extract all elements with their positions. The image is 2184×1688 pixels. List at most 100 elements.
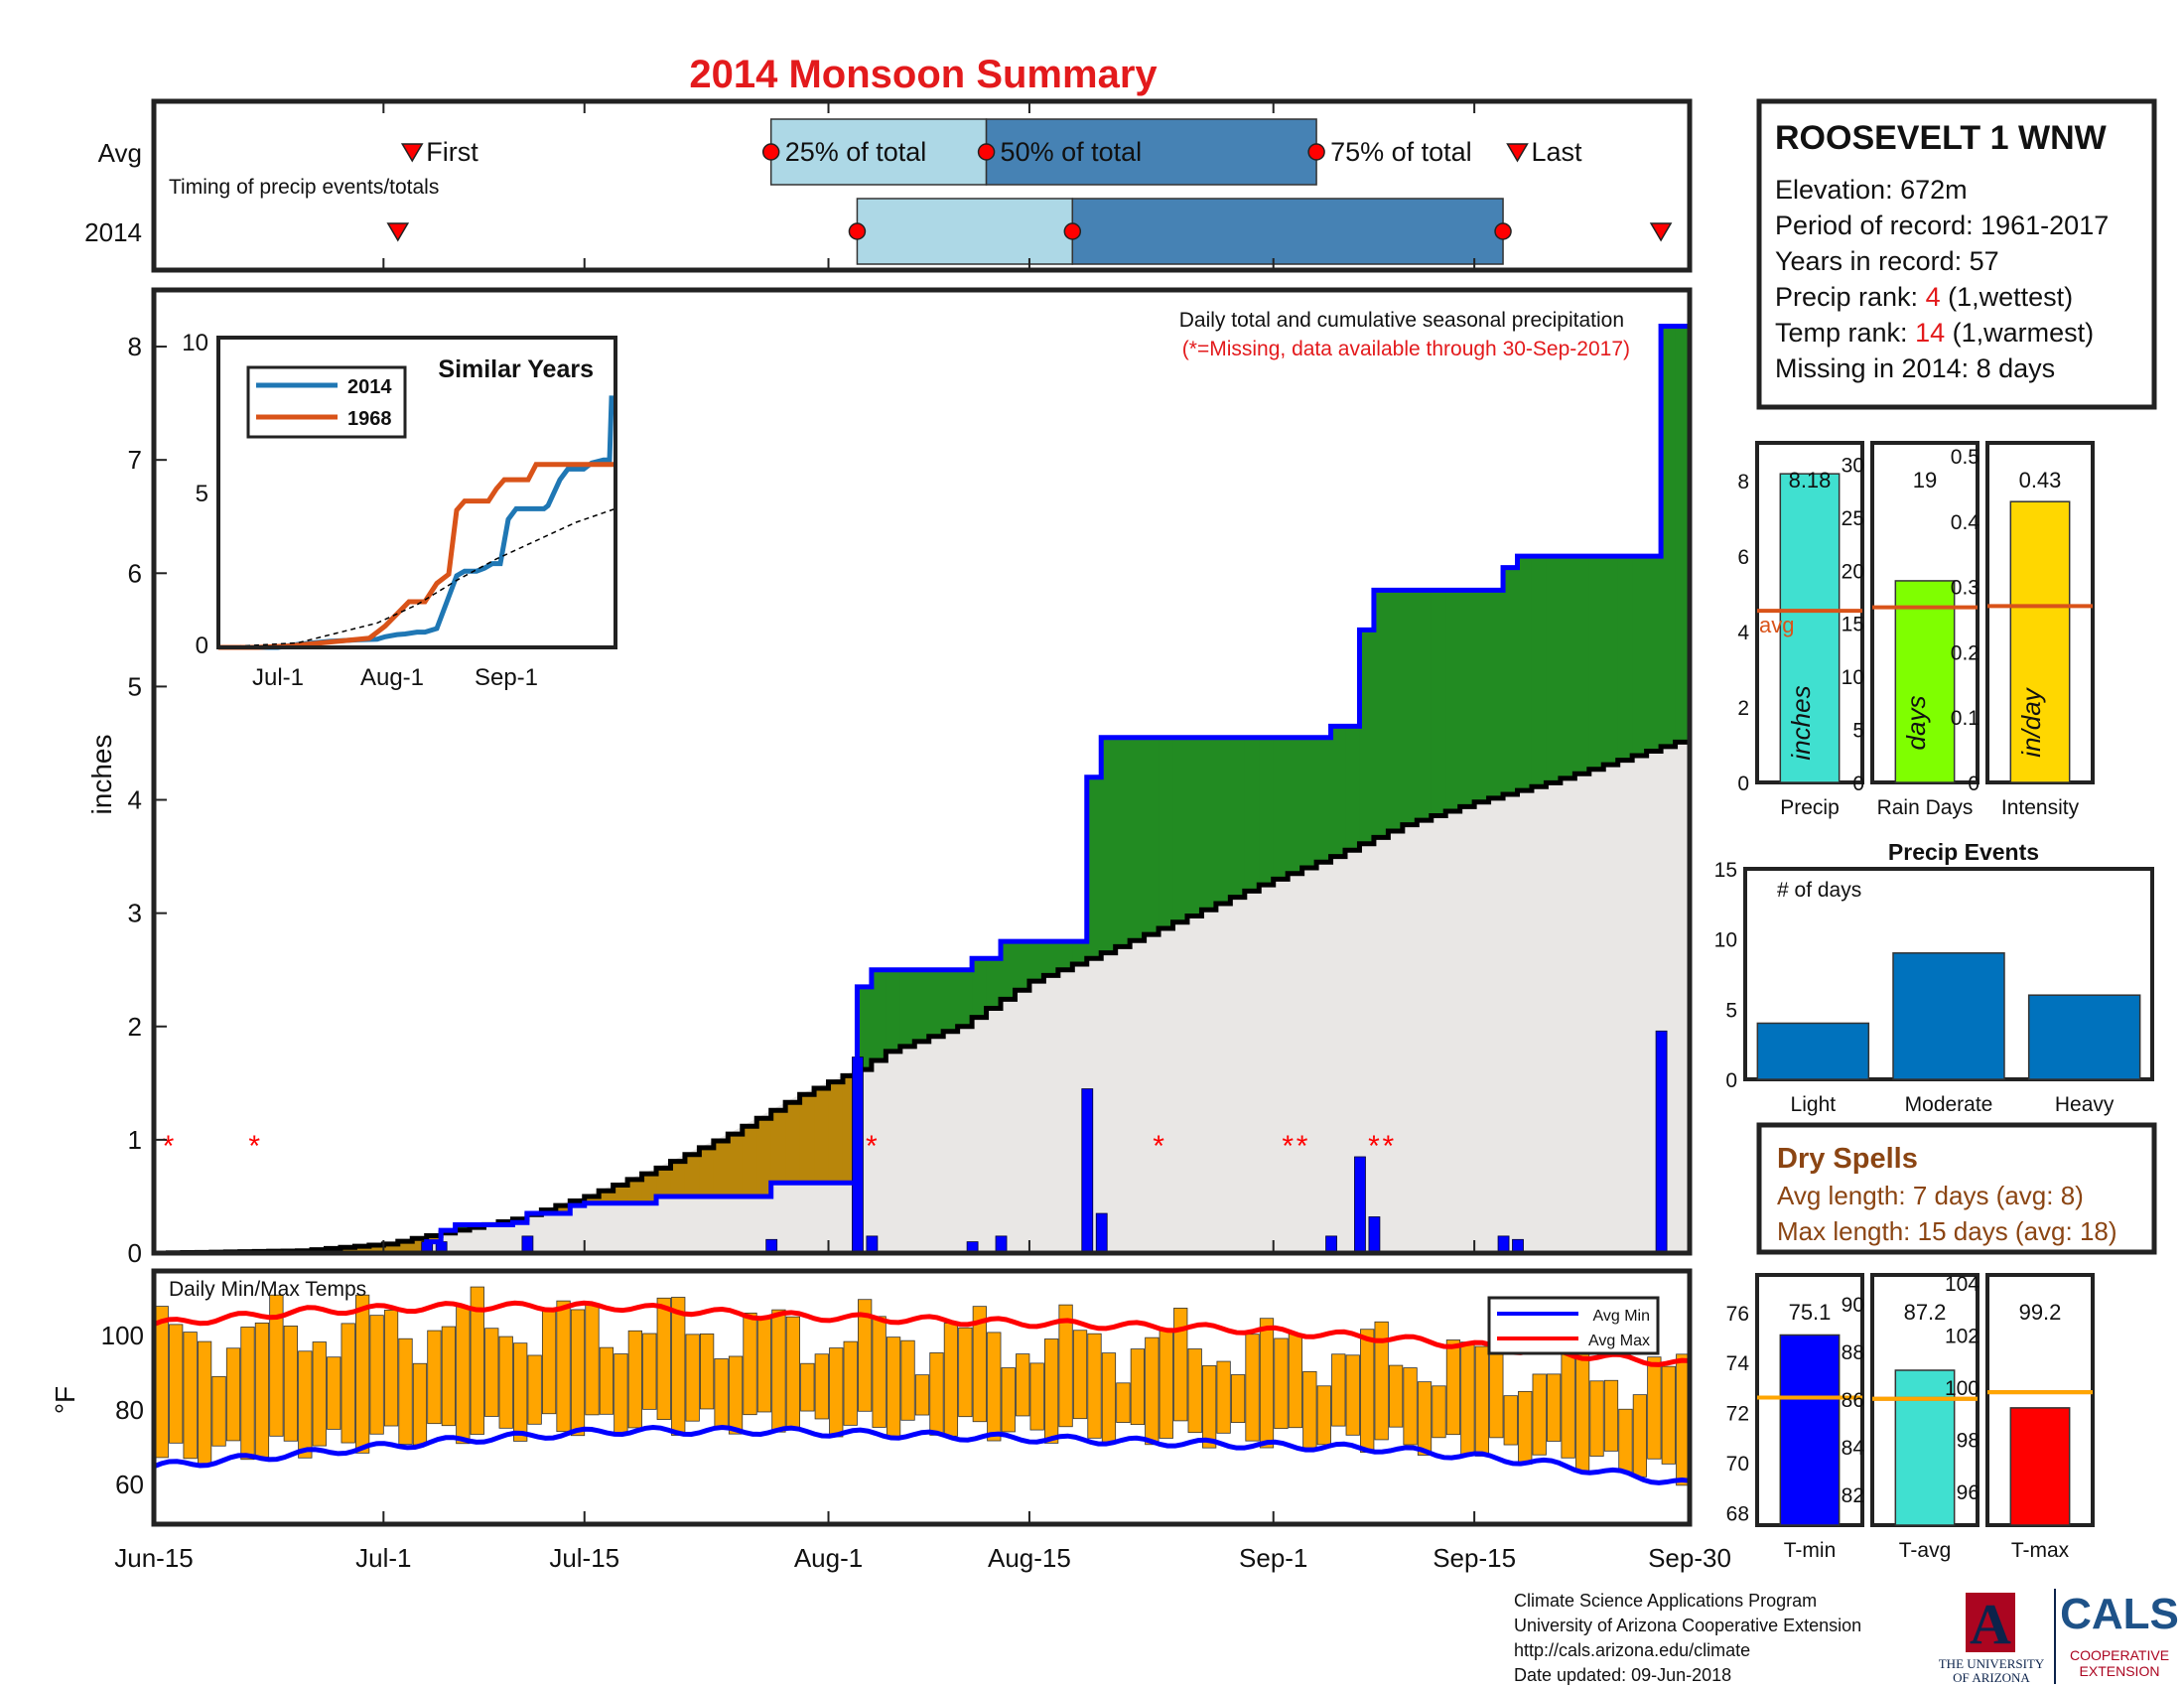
- daily-temp-bar-29: [570, 1309, 586, 1437]
- legend-label-avg-min: Avg Min: [1592, 1308, 1650, 1325]
- daily-temp-bar-40: [728, 1355, 744, 1435]
- inset-title: Similar Years: [438, 355, 594, 383]
- temp-stat-panels: 75.1 68 70 72 74 76 T-min 87.2 82 84 86 88 90 T-avg 99…: [1726, 1273, 2095, 1562]
- daily-temp-bar-82: [1331, 1353, 1346, 1427]
- deficit-fill: [397, 1241, 413, 1253]
- timing-box-25-50: [769, 118, 988, 186]
- daily-temp-bar-85: [1374, 1321, 1389, 1441]
- precip-tick-0-1: 2: [1737, 697, 1749, 720]
- daily-temp-bar-63: [1058, 1304, 1073, 1428]
- surplus-fill: [1402, 590, 1418, 825]
- surplus-fill: [1015, 941, 1030, 991]
- legend-label-avg-max: Avg Max: [1588, 1333, 1650, 1349]
- station-info-box: ROOSEVELT 1 WNW Elevation: 672m Period o…: [1756, 98, 2157, 410]
- surplus-fill: [871, 969, 887, 1060]
- inset-legend: [246, 365, 407, 439]
- inset-xtick-aug: Aug-1: [360, 664, 424, 691]
- daily-temp-bar-105: [1661, 1365, 1676, 1465]
- daily-temp-bar-2: [183, 1332, 198, 1460]
- deficit-fill: [656, 1168, 672, 1196]
- daily-temp-bar-89: [1432, 1385, 1446, 1439]
- ua-logo-block: [1966, 1593, 2015, 1652]
- daily-precip-bar-15: [1655, 1030, 1668, 1254]
- temp-value-1: 87.2: [1904, 1300, 1947, 1325]
- daily-temp-bar-101: [1603, 1379, 1619, 1452]
- daily-temp-bar-88: [1417, 1381, 1433, 1456]
- daily-temp-bar-60: [1016, 1353, 1030, 1417]
- daily-precip-bar-11: [1354, 1156, 1366, 1254]
- temp-bar-1: [1894, 1369, 1956, 1526]
- daily-temp-bar-103: [1632, 1394, 1648, 1477]
- daily-precip-bar-8: [1081, 1088, 1094, 1254]
- daily-temp-bar-22: [470, 1286, 484, 1435]
- daily-temp-bar-93: [1489, 1347, 1504, 1439]
- deficit-fill: [785, 1102, 801, 1184]
- deficit-fill: [770, 1110, 786, 1184]
- surplus-fill: [1517, 556, 1533, 791]
- surplus-fill: [1244, 737, 1260, 892]
- daily-temp-bar-15: [369, 1315, 384, 1435]
- surplus-fill: [857, 986, 873, 1070]
- footer-line-1: Climate Science Applications Program: [1514, 1591, 1817, 1611]
- daily-temp-bar-6: [240, 1327, 255, 1461]
- timing-triangle-0: [400, 143, 424, 163]
- daily-temp-bar-12: [327, 1356, 341, 1430]
- daily-temp-bar-96: [1532, 1373, 1547, 1456]
- precip-event-bar-2: [2027, 994, 2141, 1080]
- surplus-fill: [1301, 737, 1317, 868]
- daily-temp-bar-38: [700, 1333, 715, 1410]
- daily-temp-bar-18: [412, 1362, 428, 1446]
- temp-tick-0-0: 68: [1726, 1502, 1749, 1525]
- missing-marker-3: *: [1153, 1130, 1164, 1163]
- daily-temp-bar-81: [1316, 1385, 1331, 1446]
- precip-y-tick-0: 0: [128, 1238, 142, 1268]
- deficit-fill: [627, 1179, 643, 1203]
- deficit-fill: [814, 1087, 830, 1184]
- daily-precip-bar-2: [521, 1235, 534, 1254]
- cals-logo: CALS COOPERATIVE EXTENSION: [2060, 1590, 2179, 1679]
- daily-temp-bar-25: [513, 1342, 528, 1442]
- precip-label-2: Intensity: [2001, 796, 2080, 819]
- deficit-fill: [799, 1094, 815, 1184]
- precip-event-tick-0: 0: [1725, 1069, 1737, 1092]
- footer: Climate Science Applications Program Uni…: [1514, 1589, 2179, 1685]
- surplus-fill: [1373, 590, 1389, 838]
- deficit-fill: [368, 1245, 384, 1253]
- missing-marker-0: *: [163, 1130, 175, 1163]
- surplus-fill: [1072, 941, 1088, 964]
- precip-tick-2-4: 0.4: [1951, 511, 1980, 534]
- temp-bar-0: [1779, 1334, 1841, 1526]
- daily-precip-bar-10: [1325, 1235, 1337, 1254]
- temp-rank-value: 14: [1915, 318, 1945, 348]
- timing-point-1: [977, 143, 996, 161]
- footer-line-3: http://cals.arizona.edu/climate: [1514, 1640, 1750, 1660]
- precip-y-tick-1: 1: [128, 1125, 142, 1155]
- daily-temp-bar-24: [498, 1336, 513, 1429]
- precip-tick-2-2: 0.2: [1951, 641, 1979, 664]
- daily-temp-bar-13: [341, 1323, 355, 1444]
- deficit-fill: [383, 1243, 399, 1253]
- daily-temp-bar-83: [1345, 1354, 1360, 1436]
- daily-temp-bar-44: [785, 1316, 801, 1431]
- timing-point-1: [1063, 222, 1082, 240]
- daily-precip-bar-12: [1368, 1216, 1381, 1254]
- precip-events-plot: Light Moderate Heavy 0 5 10 15: [1714, 859, 2141, 1116]
- temp-tick-0-1: 70: [1726, 1453, 1749, 1476]
- temp-rank-label: Temp rank:: [1775, 318, 1915, 348]
- surplus-fill: [1028, 941, 1044, 982]
- footer-line-2: University of Arizona Cooperative Extens…: [1514, 1616, 1861, 1635]
- daily-temp-bar-72: [1187, 1348, 1202, 1434]
- precip-tick-2-0: 0: [1968, 773, 1979, 795]
- timing-point-0: [848, 222, 867, 240]
- precip-tick-1-0: 0: [1852, 773, 1864, 795]
- inset-series-1: [218, 462, 615, 650]
- daily-temp-bar-34: [642, 1333, 657, 1410]
- surplus-fill: [1316, 737, 1332, 863]
- surplus-fill: [1057, 941, 1073, 970]
- inset-series-0: [218, 395, 615, 650]
- precip-event-label-2: Heavy: [2055, 1093, 2115, 1116]
- surplus-fill: [886, 969, 901, 1052]
- deficit-fill: [670, 1161, 686, 1196]
- timing-content: First 25% of total 50% of total 75% of tota…: [153, 103, 1691, 268]
- deficit-fill: [828, 1081, 844, 1184]
